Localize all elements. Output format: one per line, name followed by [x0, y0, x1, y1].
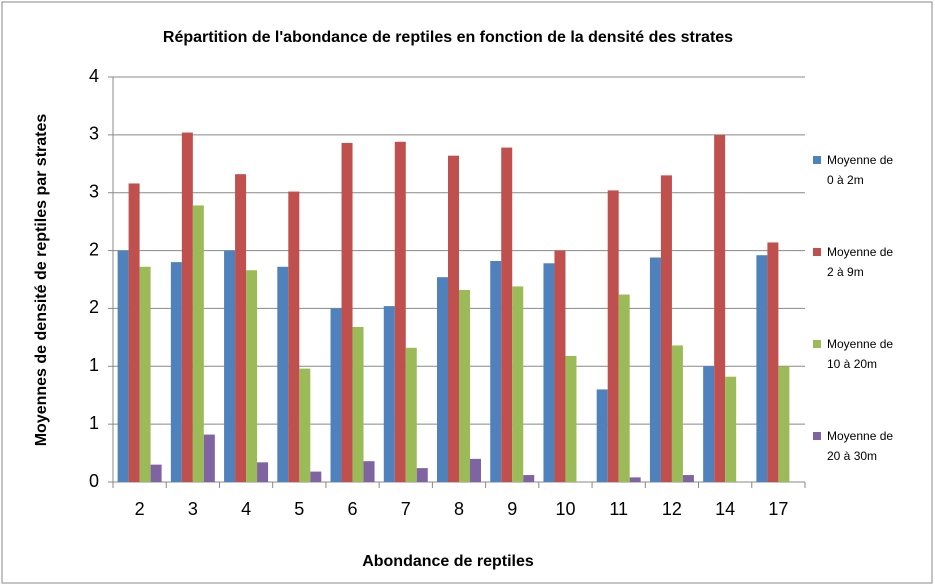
y-axis-label: Moyennes de densité de reptiles par stra… [33, 114, 50, 447]
bar [448, 155, 459, 482]
bar [554, 250, 566, 482]
x-tick-label: 6 [348, 499, 358, 519]
x-tick-label: 9 [507, 499, 517, 519]
bar [459, 289, 470, 482]
x-tick-label: 17 [768, 499, 788, 519]
y-tick-label: 2 [89, 239, 99, 259]
x-tick-label: 14 [715, 499, 735, 519]
bar [235, 174, 247, 482]
bar [299, 368, 311, 482]
bar [352, 326, 364, 482]
chart-title: Répartition de l'abondance de reptiles e… [163, 29, 733, 46]
x-axis-label: Abondance de reptiles [362, 553, 534, 570]
bar [203, 434, 215, 482]
bar [565, 355, 577, 482]
legend-item: Moyenne de 0 à 2m [813, 150, 933, 190]
bar [607, 190, 619, 482]
bar [117, 250, 129, 482]
bar [405, 347, 417, 482]
bar [246, 270, 258, 482]
bar [629, 477, 641, 482]
bar [170, 262, 182, 482]
bar [714, 134, 726, 482]
legend-swatch [813, 156, 821, 164]
y-tick-label: 2 [89, 297, 99, 317]
bar [660, 175, 672, 482]
bar [703, 366, 715, 482]
y-tick-label: 1 [89, 413, 99, 433]
bar [682, 475, 694, 482]
bar [649, 257, 661, 482]
x-tick-label: 4 [241, 499, 251, 519]
bar [523, 475, 535, 482]
bar [181, 132, 193, 483]
bar [618, 294, 630, 482]
bar [416, 468, 428, 482]
bar [437, 277, 448, 482]
x-tick-label: 11 [609, 499, 628, 519]
y-tick-label: 0 [89, 471, 99, 491]
legend-swatch [813, 432, 821, 440]
bar [501, 147, 513, 483]
bar [139, 266, 151, 482]
x-tick-label: 10 [555, 499, 575, 519]
y-tick-label: 3 [89, 181, 99, 201]
bar [288, 191, 300, 483]
y-tick-label: 4 [89, 66, 99, 86]
legend-label: Moyenne de 0 à 2m [827, 153, 894, 187]
x-tick-label: 2 [135, 499, 145, 519]
bar [767, 242, 779, 482]
bar [257, 462, 269, 482]
bar [341, 142, 353, 482]
legend-item: Moyenne de 10 à 20m [813, 334, 933, 374]
legend-item: Moyenne de 20 à 30m [813, 426, 933, 466]
bar [310, 471, 322, 482]
bar [363, 461, 375, 482]
bar [277, 266, 289, 482]
legend-label: Moyenne de 20 à 30m [827, 429, 894, 463]
y-tick-label: 1 [89, 355, 99, 375]
x-tick-label: 5 [294, 499, 304, 519]
x-tick-label: 7 [401, 499, 411, 519]
bar [596, 389, 608, 482]
bar [224, 250, 236, 482]
legend-swatch [813, 340, 821, 348]
bar [671, 345, 683, 482]
x-tick-label: 8 [454, 499, 464, 519]
legend-swatch [813, 248, 821, 256]
bar [512, 286, 524, 482]
y-tick-label: 3 [89, 124, 99, 144]
bar [778, 366, 790, 482]
legend-label: Moyenne de 10 à 20m [827, 337, 894, 371]
legend-label: Moyenne de 2 à 9m [827, 245, 894, 279]
bar [470, 458, 481, 482]
x-tick-label: 12 [662, 499, 682, 519]
bar [150, 464, 162, 482]
bar [725, 376, 737, 482]
bar [383, 306, 395, 482]
bar [543, 263, 555, 482]
bar [490, 260, 502, 482]
x-tick-label: 3 [188, 499, 198, 519]
legend-item: Moyenne de 2 à 9m [813, 242, 933, 282]
bar [394, 141, 406, 483]
bar [128, 183, 140, 482]
bar [192, 205, 204, 482]
bar [330, 308, 342, 482]
bar [756, 255, 768, 482]
